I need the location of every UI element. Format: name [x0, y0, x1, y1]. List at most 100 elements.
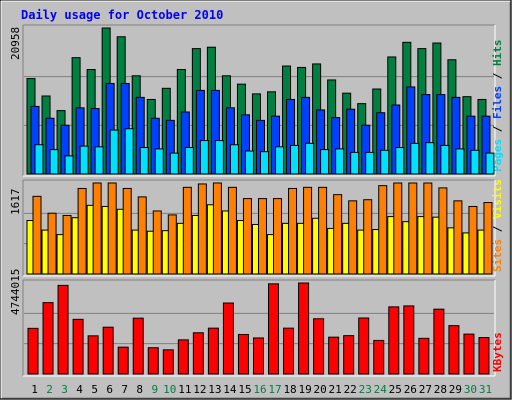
x-tick-label: 23 — [359, 383, 372, 396]
sites-visits-bar-sites — [242, 198, 252, 275]
sites-visits-bar-sites — [468, 205, 478, 275]
x-tick-label: 8 — [136, 383, 143, 396]
x-tick-label: 27 — [419, 383, 432, 396]
pages-files-hits-bar-pages — [34, 144, 44, 175]
kbytes-bar-kbytes — [192, 332, 204, 375]
sites-visits-bar-sites — [303, 186, 313, 275]
x-tick-label: 24 — [374, 383, 388, 396]
kbytes-bar-kbytes — [132, 317, 144, 375]
kbytes-bar-kbytes — [418, 337, 430, 375]
kbytes-bar-kbytes — [252, 337, 264, 375]
kbytes-bar-kbytes — [433, 308, 445, 375]
chart-panels: 20958 Pages / Files / Hits 1617 Sites / Vis… — [9, 24, 504, 377]
x-tick-label: 21 — [329, 383, 342, 396]
kbytes-bar-kbytes — [102, 326, 114, 375]
x-tick-label: 20 — [314, 383, 327, 396]
sites-visits-bar-sites — [423, 182, 433, 275]
x-tick-label: 18 — [283, 383, 296, 396]
kbytes-bar-kbytes — [283, 327, 295, 375]
x-tick-label: 14 — [223, 383, 237, 396]
x-tick-label: 28 — [434, 383, 447, 396]
pages-files-hits-bar-pages — [169, 152, 179, 175]
kbytes-bar-kbytes — [237, 333, 249, 375]
pages-files-hits-bar-pages — [440, 144, 450, 175]
pages-files-hits-bar-pages — [335, 148, 345, 175]
pages-files-hits-bar-pages — [350, 151, 360, 175]
pages-files-hits-bar-pages — [275, 146, 285, 175]
pages-files-hits-legend-segment: Files — [491, 86, 504, 119]
sites-visits-bar-sites — [257, 198, 267, 275]
x-tick-label: 17 — [268, 383, 281, 396]
kbytes-bar-kbytes — [388, 306, 400, 375]
pages-files-hits-bar-pages — [395, 147, 405, 175]
sites-visits-bar-sites — [378, 185, 388, 275]
kbytes-bar-kbytes — [343, 335, 355, 375]
pages-files-hits-bar-pages — [214, 140, 224, 175]
pages-files-hits-bar-pages — [290, 144, 300, 175]
sites-visits-bar-sites — [273, 198, 283, 275]
sites-visits-legend-segment: Visits — [491, 179, 504, 219]
pages-files-hits-legend-segment: Hits — [491, 40, 504, 67]
kbytes-bar-kbytes — [268, 283, 280, 375]
x-tick-label: 25 — [389, 383, 402, 396]
pages-files-hits-legend-label: Pages / Files / Hits — [491, 40, 504, 173]
pages-files-hits-bar-pages — [64, 155, 74, 175]
x-tick-label: 12 — [193, 383, 206, 396]
sites-visits-bar-sites — [227, 186, 237, 275]
x-tick-label: 3 — [61, 383, 68, 396]
kbytes-max-label: 4744015 — [9, 269, 22, 315]
kbytes-bar-kbytes — [162, 349, 174, 375]
sites-visits-bar-sites — [453, 200, 463, 275]
kbytes-bar-kbytes — [403, 305, 415, 375]
x-tick-label: 16 — [253, 383, 266, 396]
chart-title: Daily usage for October 2010 — [21, 8, 223, 22]
x-axis-day-labels: 1 2 3 4 5 6 7 8 9 10 11 12 13 14 15 16 17 18 19 20 21 22 23 24 2… — [31, 383, 492, 396]
pages-files-hits-bar-pages — [124, 128, 134, 175]
pages-files-hits-bar-pages — [455, 148, 465, 175]
sites-visits-bar-sites — [363, 199, 373, 275]
kbytes-bar-kbytes — [448, 325, 460, 375]
sites-visits-max-label: 1617 — [9, 189, 22, 216]
sites-visits-legend-segment: / — [491, 219, 504, 239]
pages-files-hits-bar-pages — [79, 145, 89, 175]
kbytes-bar-kbytes — [72, 318, 84, 375]
sites-visits-legend-segment: Sites — [491, 239, 504, 272]
x-tick-label: 31 — [479, 383, 492, 396]
x-tick-label: 13 — [208, 383, 221, 396]
kbytes-bar-kbytes — [42, 302, 54, 375]
sites-visits-panel: 1617 Sites / Visits — [9, 179, 504, 277]
x-tick-label: 4 — [76, 383, 83, 396]
sites-visits-bar-sites — [47, 212, 57, 275]
sites-visits-bar-sites — [137, 196, 147, 275]
x-tick-label: 7 — [121, 383, 128, 396]
sites-visits-bar-sites — [197, 183, 207, 275]
sites-visits-bar-sites — [77, 187, 87, 275]
kbytes-bar-kbytes — [298, 282, 310, 375]
pages-files-hits-bar-pages — [154, 148, 164, 175]
sites-visits-bar-sites — [348, 200, 358, 275]
sites-visits-bar-sites — [32, 195, 42, 275]
pages-files-hits-bar-pages — [109, 129, 119, 175]
kbytes-bar-kbytes — [117, 346, 129, 375]
sites-visits-bar-sites — [483, 202, 493, 275]
kbytes-panel: 4744015 KBytes — [9, 269, 504, 377]
pages-files-hits-max-label: 20958 — [9, 27, 22, 60]
x-tick-label: 19 — [298, 383, 311, 396]
kbytes-bar-kbytes — [478, 337, 490, 375]
pages-files-hits-panel: 20958 Pages / Files / Hits — [9, 24, 504, 177]
x-tick-label: 5 — [91, 383, 98, 396]
pages-files-hits-bar-pages — [199, 140, 209, 175]
pages-files-hits-bar-pages — [139, 147, 149, 175]
kbytes-bar-kbytes — [177, 339, 189, 375]
x-tick-label: 10 — [163, 383, 176, 396]
x-tick-label: 11 — [178, 383, 191, 396]
kbytes-bar-kbytes — [57, 284, 69, 375]
x-tick-label: 15 — [238, 383, 251, 396]
pages-files-hits-bar-pages — [229, 144, 239, 175]
kbytes-bar-kbytes — [358, 317, 370, 375]
pages-files-hits-legend-segment: / — [491, 66, 504, 86]
kbytes-legend-label: KBytes — [491, 332, 504, 372]
pages-files-hits-bar-pages — [305, 142, 315, 175]
pages-files-hits-bar-pages — [320, 149, 330, 175]
